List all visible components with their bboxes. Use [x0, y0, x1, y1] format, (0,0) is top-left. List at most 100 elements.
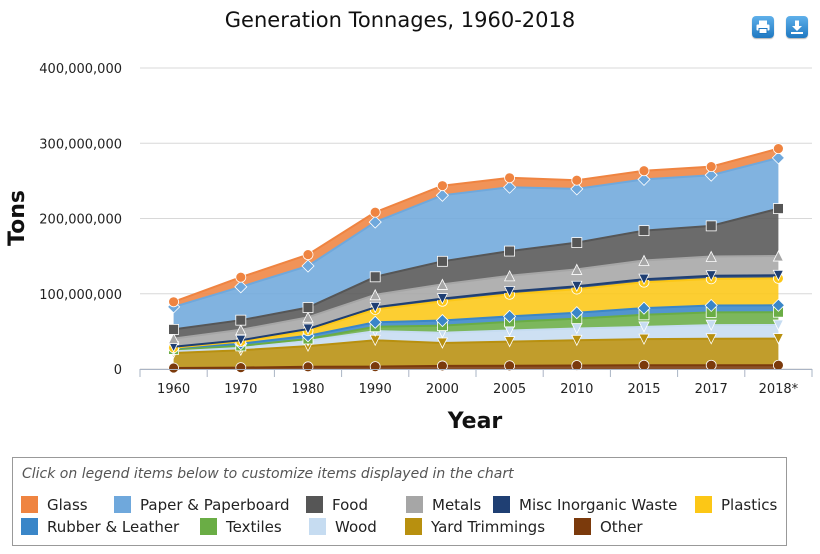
point-wood[interactable] — [638, 321, 650, 333]
point-wood[interactable] — [772, 319, 785, 331]
point-metals[interactable] — [436, 278, 449, 290]
point-metals[interactable] — [235, 323, 247, 336]
download-button[interactable] — [786, 16, 808, 38]
point-misc-inorganic-waste[interactable] — [571, 280, 583, 293]
point-wood[interactable] — [705, 319, 717, 332]
point-glass[interactable] — [168, 296, 180, 308]
line-plastics — [173, 277, 779, 349]
point-misc-inorganic-waste[interactable] — [436, 293, 449, 305]
legend-item-metals[interactable]: Metals — [406, 496, 481, 514]
point-misc-inorganic-waste[interactable] — [638, 273, 650, 286]
point-glass[interactable] — [773, 143, 784, 155]
point-misc-inorganic-waste[interactable] — [369, 301, 381, 314]
area-paper-paperboard[interactable] — [173, 157, 779, 330]
point-yard-trimmings[interactable] — [503, 336, 516, 348]
point-misc-inorganic-waste[interactable] — [705, 270, 717, 282]
marker-layer — [167, 143, 785, 374]
point-glass[interactable] — [638, 165, 650, 177]
point-paper-paperboard[interactable] — [368, 215, 382, 229]
point-metals[interactable] — [638, 254, 650, 266]
point-paper-paperboard[interactable] — [704, 168, 718, 182]
legend-hint: Click on legend items below to customize… — [22, 466, 514, 482]
point-metals[interactable] — [705, 250, 717, 262]
point-food[interactable] — [168, 324, 180, 335]
point-glass[interactable] — [436, 180, 448, 192]
legend-item-wood[interactable]: Wood — [309, 518, 377, 536]
point-food[interactable] — [705, 220, 717, 232]
point-food[interactable] — [571, 237, 583, 248]
point-glass[interactable] — [504, 172, 516, 184]
point-rubber-leather[interactable] — [637, 301, 651, 315]
y-tick-label: 200,000,000 — [39, 213, 122, 228]
area-food[interactable] — [173, 208, 779, 339]
point-rubber-leather[interactable] — [435, 313, 449, 328]
point-food[interactable] — [773, 203, 784, 214]
point-rubber-leather[interactable] — [771, 298, 785, 312]
legend-swatch — [574, 518, 591, 535]
point-food[interactable] — [436, 255, 448, 267]
area-plastics[interactable] — [173, 278, 779, 348]
point-glass[interactable] — [235, 271, 247, 283]
legend-item-rubber-leather[interactable]: Rubber & Leather — [21, 518, 179, 536]
point-paper-paperboard[interactable] — [570, 182, 584, 196]
point-paper-paperboard[interactable] — [637, 172, 651, 186]
point-food[interactable] — [302, 302, 314, 313]
point-rubber-leather[interactable] — [704, 298, 718, 313]
point-metals[interactable] — [503, 269, 516, 282]
point-other[interactable] — [773, 359, 784, 371]
legend-item-misc-inorganic-waste[interactable]: Misc Inorganic Waste — [493, 496, 677, 514]
line-paper-paperboard — [173, 156, 779, 308]
legend-item-paper-paperboard[interactable]: Paper & Paperboard — [114, 496, 290, 514]
point-glass[interactable] — [705, 161, 717, 173]
point-metals[interactable] — [302, 311, 314, 323]
line-glass — [173, 147, 779, 303]
point-metals[interactable] — [571, 263, 583, 275]
legend-item-other[interactable]: Other — [574, 518, 643, 536]
legend-item-glass[interactable]: Glass — [21, 496, 88, 514]
area-metals[interactable] — [173, 256, 779, 347]
point-food[interactable] — [369, 271, 381, 283]
point-food[interactable] — [638, 225, 650, 237]
point-rubber-leather[interactable] — [570, 306, 584, 320]
point-misc-inorganic-waste[interactable] — [503, 286, 516, 298]
point-other[interactable] — [369, 361, 381, 372]
point-other[interactable] — [705, 359, 717, 371]
point-glass[interactable] — [302, 249, 314, 261]
point-yard-trimmings[interactable] — [638, 333, 650, 346]
point-rubber-leather[interactable] — [503, 309, 517, 323]
legend-item-textiles[interactable]: Textiles — [200, 518, 282, 536]
point-glass[interactable] — [571, 174, 583, 186]
point-glass[interactable] — [369, 206, 381, 218]
point-rubber-leather[interactable] — [368, 315, 382, 329]
point-paper-paperboard[interactable] — [301, 259, 315, 273]
point-yard-trimmings[interactable] — [705, 333, 717, 345]
legend-item-food[interactable]: Food — [306, 496, 368, 514]
point-other[interactable] — [436, 360, 448, 372]
point-other[interactable] — [571, 360, 583, 371]
point-metals[interactable] — [772, 250, 785, 262]
point-misc-inorganic-waste[interactable] — [302, 323, 314, 335]
print-button[interactable] — [752, 16, 774, 38]
point-food[interactable] — [235, 314, 247, 326]
legend-item-plastics[interactable]: Plastics — [695, 496, 777, 514]
point-paper-paperboard[interactable] — [435, 188, 449, 202]
point-other[interactable] — [302, 361, 314, 373]
point-other[interactable] — [235, 362, 247, 374]
area-wood[interactable] — [173, 325, 779, 353]
point-other[interactable] — [168, 362, 180, 374]
point-misc-inorganic-waste[interactable] — [772, 269, 785, 282]
legend-swatch — [200, 518, 217, 535]
point-yard-trimmings[interactable] — [571, 334, 583, 347]
point-food[interactable] — [504, 245, 516, 257]
area-yard-trimmings[interactable] — [173, 338, 779, 368]
point-yard-trimmings[interactable] — [772, 333, 785, 345]
point-paper-paperboard[interactable] — [234, 280, 248, 294]
line-food — [173, 207, 779, 331]
legend-item-yard-trimmings[interactable]: Yard Trimmings — [405, 518, 545, 536]
point-other[interactable] — [638, 359, 650, 371]
point-metals[interactable] — [167, 332, 180, 344]
point-metals[interactable] — [369, 288, 381, 301]
point-other[interactable] — [504, 360, 516, 372]
point-paper-paperboard[interactable] — [503, 180, 517, 194]
point-paper-paperboard[interactable] — [771, 151, 785, 165]
